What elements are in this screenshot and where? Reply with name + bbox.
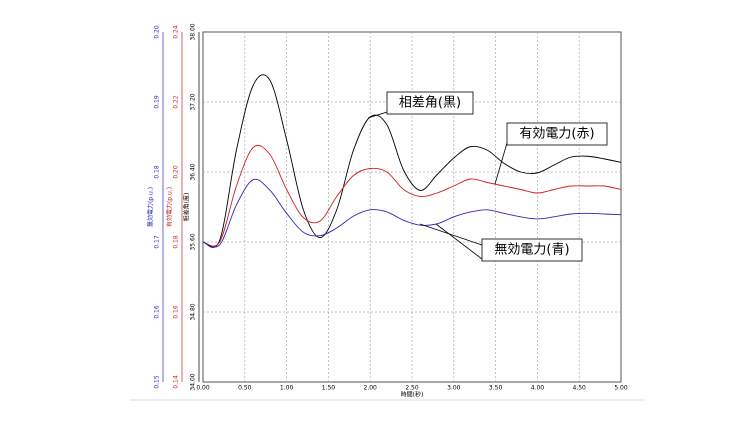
x-tick-label: 3.50 [489, 385, 503, 392]
y-tick-label: 0.16 [173, 305, 180, 319]
callout-line [435, 223, 483, 260]
y-tick-label: 0.19 [154, 95, 161, 109]
x-tick-label: 1.50 [322, 385, 336, 392]
x-tick-label: 4.50 [573, 385, 587, 392]
y-tick-label: 0.16 [154, 305, 161, 319]
x-axis-label: 時間(秒) [401, 391, 424, 399]
x-tick-label: 0.50 [238, 385, 252, 392]
y-tick-label: 0.24 [173, 25, 180, 39]
y-tick-label: 38.00 [190, 23, 197, 40]
callout-box [481, 238, 583, 262]
x-tick-label: 5.00 [614, 385, 628, 392]
y-tick-label: 0.17 [154, 235, 161, 249]
x-tick-label: 2.00 [364, 385, 378, 392]
callout-line [494, 142, 508, 185]
y-tick-label: 34.00 [190, 373, 197, 390]
callout-box [506, 122, 608, 146]
x-tick-label: 0.00 [196, 385, 210, 392]
y-axis-label: 相差角(度) [183, 193, 191, 222]
y-axis-label: 有効電力(p.u.) [166, 187, 174, 227]
y-tick-label: 0.14 [173, 375, 180, 389]
y-axis-label: 無効電力(p.u.) [147, 187, 155, 227]
y-tick-label: 0.22 [173, 95, 180, 109]
x-tick-label: 2.50 [405, 385, 419, 392]
callout-line [419, 223, 483, 246]
series-line [202, 144, 622, 247]
y-tick-label: 0.18 [154, 165, 161, 179]
series-line [202, 178, 622, 248]
callout-text: 無効電力(青) [494, 243, 569, 258]
y-tick-label: 0.20 [154, 25, 161, 39]
y-tick-label: 37.20 [190, 93, 197, 110]
y-tick-label: 36.40 [190, 163, 197, 180]
callout-text: 有効電力(赤) [519, 127, 594, 142]
callout-line [367, 111, 388, 119]
series-line [202, 74, 622, 248]
y-tick-label: 0.20 [173, 165, 180, 179]
y-tick-label: 0.15 [154, 375, 161, 389]
y-tick-label: 35.60 [190, 233, 197, 250]
x-tick-label: 3.00 [447, 385, 461, 392]
x-tick-label: 4.00 [531, 385, 545, 392]
y-tick-label: 34.80 [190, 303, 197, 320]
x-tick-label: 1.00 [280, 385, 294, 392]
callout-text: 相差角(黒) [399, 96, 461, 111]
y-tick-label: 0.18 [173, 235, 180, 249]
callout-box [386, 91, 474, 115]
